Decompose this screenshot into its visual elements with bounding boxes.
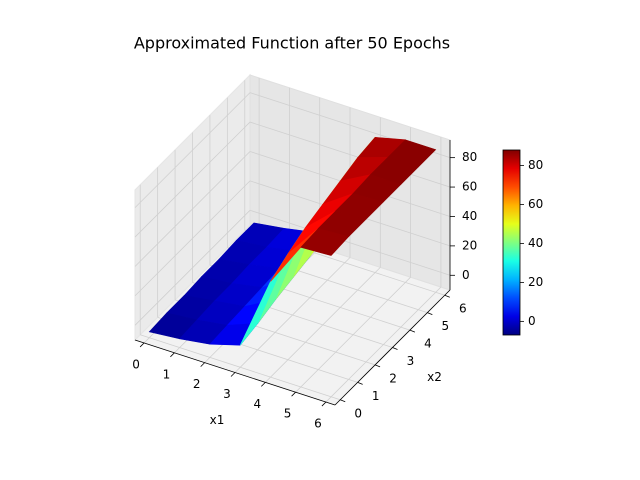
grid-line [134, 151, 251, 267]
grid-line [140, 334, 341, 401]
y-tick-label: 1 [372, 389, 380, 403]
y-tick [357, 381, 363, 385]
x-tick [200, 362, 205, 367]
colorbar: 0 20 40 60 80 [502, 149, 543, 336]
grid-line [249, 209, 451, 276]
z-tick-label: 80 [462, 150, 477, 164]
y-tick-label: 4 [424, 337, 432, 351]
grid-line [134, 210, 251, 326]
x-tick [170, 352, 175, 358]
grid-line [249, 121, 451, 188]
y-axis-line [334, 289, 451, 406]
x-axis-line [134, 339, 336, 406]
x-tick-label: 1 [163, 367, 171, 381]
y-tick [374, 364, 381, 368]
x-tick [291, 391, 296, 397]
z-tick-label: 60 [462, 180, 477, 194]
colorbar-tick-label: 80 [528, 158, 543, 172]
grid-line [134, 121, 251, 238]
x-tick [230, 372, 236, 377]
surface-cell [300, 228, 350, 256]
y-tick-label: 0 [354, 406, 362, 420]
x-tick-label: 4 [253, 397, 261, 411]
y-tick-label: 3 [407, 354, 415, 368]
colorbar-fill [502, 149, 521, 336]
y-tick-label: 2 [389, 371, 397, 385]
x-tick-label: 6 [314, 417, 322, 431]
y-tick [444, 294, 450, 298]
y-tick [427, 312, 433, 316]
z-tick-label: 0 [462, 268, 470, 282]
x-axis-label: x1 [210, 413, 225, 427]
grid-line [134, 180, 251, 297]
colorbar-tick-label: 40 [528, 236, 543, 250]
colorbar-tick-label: 20 [528, 275, 543, 289]
z-tick-label: 20 [462, 238, 477, 252]
x-tick-label: 3 [223, 387, 231, 401]
grid-line [134, 92, 251, 208]
y-tick [392, 347, 398, 350]
x-tick [261, 382, 266, 387]
y-tick-label: 6 [459, 302, 467, 316]
z-tick-label: 40 [462, 209, 477, 223]
surface [148, 136, 437, 346]
colorbar-tick-label: 60 [528, 197, 543, 211]
y-tick [340, 399, 346, 403]
x-tick-label: 5 [284, 407, 292, 421]
y-tick [409, 329, 416, 333]
x-tick-label: 2 [193, 377, 201, 391]
chart-title: Approximated Function after 50 Epochs [134, 34, 450, 53]
x-tick [321, 401, 327, 407]
x-tick-label: 0 [132, 357, 140, 371]
colorbar-tick-label: 0 [528, 314, 536, 328]
y-tick-label: 5 [442, 319, 450, 333]
y-axis-label: x2 [427, 370, 442, 384]
x-tick [139, 342, 145, 348]
